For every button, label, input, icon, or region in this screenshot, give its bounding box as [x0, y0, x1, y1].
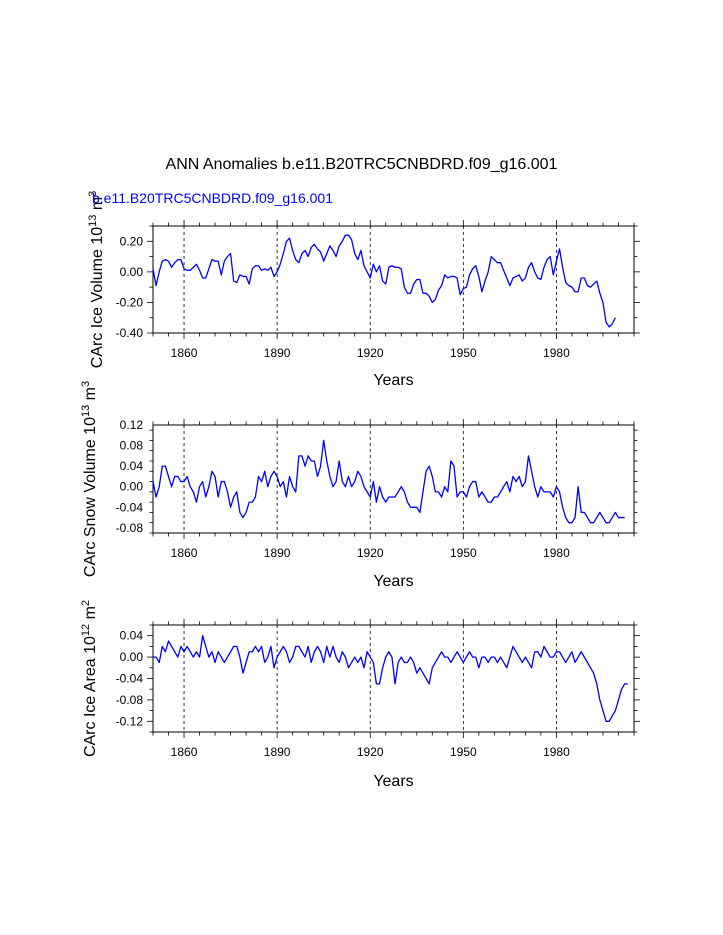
- snow-volume-xtick-label-1980: 1980: [543, 546, 570, 560]
- snow-volume-ytick-label--0.04: -0.04: [116, 500, 144, 514]
- ice-area-ylabel: CArc Ice Area 1012 m2: [80, 600, 99, 757]
- ice-area-ytick-label--0.08: -0.08: [116, 693, 144, 707]
- snow-volume-ytick-label--0.08: -0.08: [116, 521, 144, 535]
- ice-volume-ytick-label-0.20: 0.20: [120, 234, 144, 248]
- ice-area-series-line: [153, 635, 628, 722]
- ice-volume-frame: [152, 225, 635, 334]
- ice-area-xtick-label-1980: 1980: [543, 745, 570, 759]
- ice-volume-xlabel: Years: [373, 372, 413, 389]
- ice-area-ytick-label--0.12: -0.12: [116, 714, 144, 728]
- ice-volume-ytick-label-0.00: 0.00: [120, 265, 144, 279]
- snow-volume-ytick-label-0.12: 0.12: [120, 418, 144, 432]
- ice-area-xtick-label-1890: 1890: [264, 745, 291, 759]
- snow-volume-xtick-label-1860: 1860: [171, 546, 198, 560]
- ice-volume-xtick-label-1980: 1980: [543, 346, 570, 360]
- ice-area-xlabel: Years: [373, 773, 413, 790]
- ice-area-ytick-label-0.04: 0.04: [120, 629, 144, 643]
- snow-volume-frame: [152, 424, 635, 534]
- snow-volume-xlabel: Years: [373, 573, 413, 590]
- case-label: b.e11.B20TRC5CNBDRD.f09_g16.001: [92, 190, 333, 206]
- snow-volume-ytick-label-0.04: 0.04: [120, 459, 144, 473]
- snow-volume-ytick-label-0.00: 0.00: [120, 480, 144, 494]
- ice-area-xtick-label-1920: 1920: [357, 745, 384, 759]
- ice-area-ytick-label--0.04: -0.04: [116, 672, 144, 686]
- snow-volume-ytick-label-0.08: 0.08: [120, 439, 144, 453]
- snow-volume-xtick-label-1950: 1950: [450, 546, 477, 560]
- snow-volume-xtick-label-1890: 1890: [264, 546, 291, 560]
- ice-volume-xtick-label-1920: 1920: [357, 346, 384, 360]
- ice-area-frame: [152, 624, 635, 733]
- chart-main-title: ANN Anomalies b.e11.B20TRC5CNBDRD.f09_g1…: [165, 156, 558, 173]
- snow-volume-ylabel: CArc Snow Volume 1013 m3: [80, 381, 99, 577]
- snow-volume-series-line: [152, 439, 625, 524]
- ice-area-xtick-label-1860: 1860: [171, 745, 198, 759]
- ice-volume-xtick-label-1890: 1890: [264, 346, 291, 360]
- ice-area-xtick-label-1950: 1950: [450, 745, 477, 759]
- ice-volume-ytick-label--0.40: -0.40: [116, 326, 144, 340]
- ice-volume-xtick-label-1950: 1950: [450, 346, 477, 360]
- ice-volume-xtick-label-1860: 1860: [171, 346, 198, 360]
- ice-volume-ytick-label--0.20: -0.20: [116, 295, 144, 309]
- ice-volume-ylabel: CArc Ice Volume 1013 m3: [87, 191, 106, 369]
- ice-area-ytick-label-0.00: 0.00: [120, 650, 144, 664]
- snow-volume-xtick-label-1920: 1920: [357, 546, 384, 560]
- ice-volume-series-line: [152, 234, 616, 328]
